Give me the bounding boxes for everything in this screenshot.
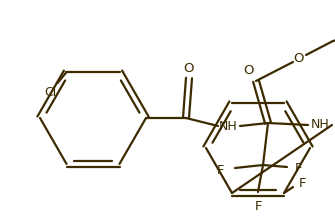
Text: O: O <box>184 62 194 74</box>
Text: F: F <box>216 164 224 177</box>
Text: F: F <box>254 200 262 212</box>
Text: F: F <box>299 177 307 189</box>
Text: NH: NH <box>311 118 329 131</box>
Text: Cl: Cl <box>44 86 57 99</box>
Text: O: O <box>243 65 253 78</box>
Text: O: O <box>293 51 303 65</box>
Text: NH: NH <box>219 120 238 132</box>
Text: F: F <box>295 161 303 175</box>
